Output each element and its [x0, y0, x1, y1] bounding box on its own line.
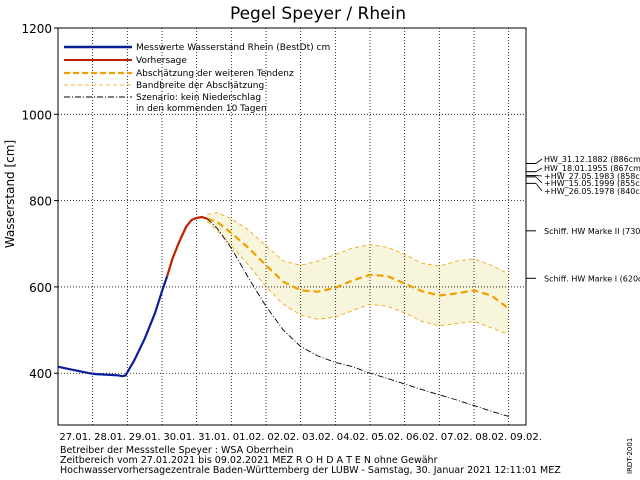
- y-tick-label: 400: [29, 367, 52, 381]
- side-code: IRDT-2001: [626, 437, 634, 474]
- ref-mark-label-3: +HW_15.05.1999 (855cm): [544, 179, 640, 188]
- x-tick-label: 08.02.: [475, 432, 507, 443]
- legend-label-4: Szenario: kein Niederschlag: [136, 93, 261, 103]
- chart-title: Pegel Speyer / Rhein: [230, 4, 406, 24]
- footer-timerange: Zeitbereich vom 27.01.2021 bis 09.02.202…: [60, 455, 438, 466]
- series-line-0: [57, 275, 169, 378]
- ref-mark-leader-0: [535, 158, 543, 164]
- series-line-4: [206, 221, 509, 335]
- footer-operator: Betreiber der Messstelle Speyer : WSA Ob…: [60, 445, 294, 456]
- ref-mark-leader-4: [535, 183, 543, 192]
- x-tick-label: 07.02.: [441, 432, 473, 443]
- y-tick-label: 1000: [21, 108, 52, 122]
- ref-mark-leader-1: [535, 167, 543, 173]
- ref-mark-label-0: HW_31.12.1882 (886cm): [544, 155, 640, 164]
- x-tick-label: 28.01.: [94, 432, 126, 443]
- x-tick-label: 27.01.: [59, 432, 91, 443]
- y-axis-label: Wasserstand [cm]: [3, 140, 17, 248]
- x-tick-label: 04.02.: [337, 432, 369, 443]
- x-tick-label: 30.01.: [163, 432, 195, 443]
- x-tick-label: 03.02.: [302, 432, 334, 443]
- ref-mark-label-4: +HW_26.05.1978 (840cm): [544, 187, 640, 196]
- ref-mark-label-6: Schiff. HW Marke I (620cm): [544, 274, 640, 283]
- ref-mark-label-2: +HW_27.05.1983 (858cm): [544, 172, 640, 181]
- ref-mark-label-1: HW_18.01.1955 (867cm): [544, 164, 640, 173]
- y-tick-label: 1200: [21, 22, 52, 36]
- legend-label-0: Messwerte Wasserstand Rhein (BestDt) cm: [136, 43, 330, 53]
- series-line-2: [206, 217, 510, 310]
- legend-label-5: in den kommenden 10 Tagen: [136, 104, 267, 114]
- x-tick-label: 02.02.: [267, 432, 299, 443]
- footer-center: Hochwasservorhersagezentrale Baden-Württ…: [60, 465, 561, 476]
- ref-mark-label-5: Schiff. HW Marke II (730cm): [544, 227, 640, 236]
- x-tick-label: 31.01.: [198, 432, 230, 443]
- x-tick-label: 09.02.: [510, 432, 542, 443]
- x-tick-label: 05.02.: [371, 432, 403, 443]
- legend-label-1: Vorhersage: [136, 56, 187, 66]
- ref-mark-leader-3: [535, 176, 543, 184]
- series-line-1: [166, 215, 208, 277]
- x-tick-label: 06.02.: [406, 432, 438, 443]
- y-tick-label: 600: [29, 281, 52, 295]
- legend-label-3: Bandbreite der Abschätzung: [136, 81, 264, 91]
- y-tick-label: 800: [29, 195, 52, 209]
- uncertainty-band: [207, 212, 509, 335]
- series-line-5: [206, 218, 509, 417]
- x-tick-label: 01.02.: [233, 432, 265, 443]
- x-tick-label: 29.01.: [129, 432, 161, 443]
- legend-label-2: Abschätzung der weiteren Tendenz: [136, 69, 294, 79]
- plot-frame: [57, 27, 527, 426]
- series-line-3: [207, 212, 509, 275]
